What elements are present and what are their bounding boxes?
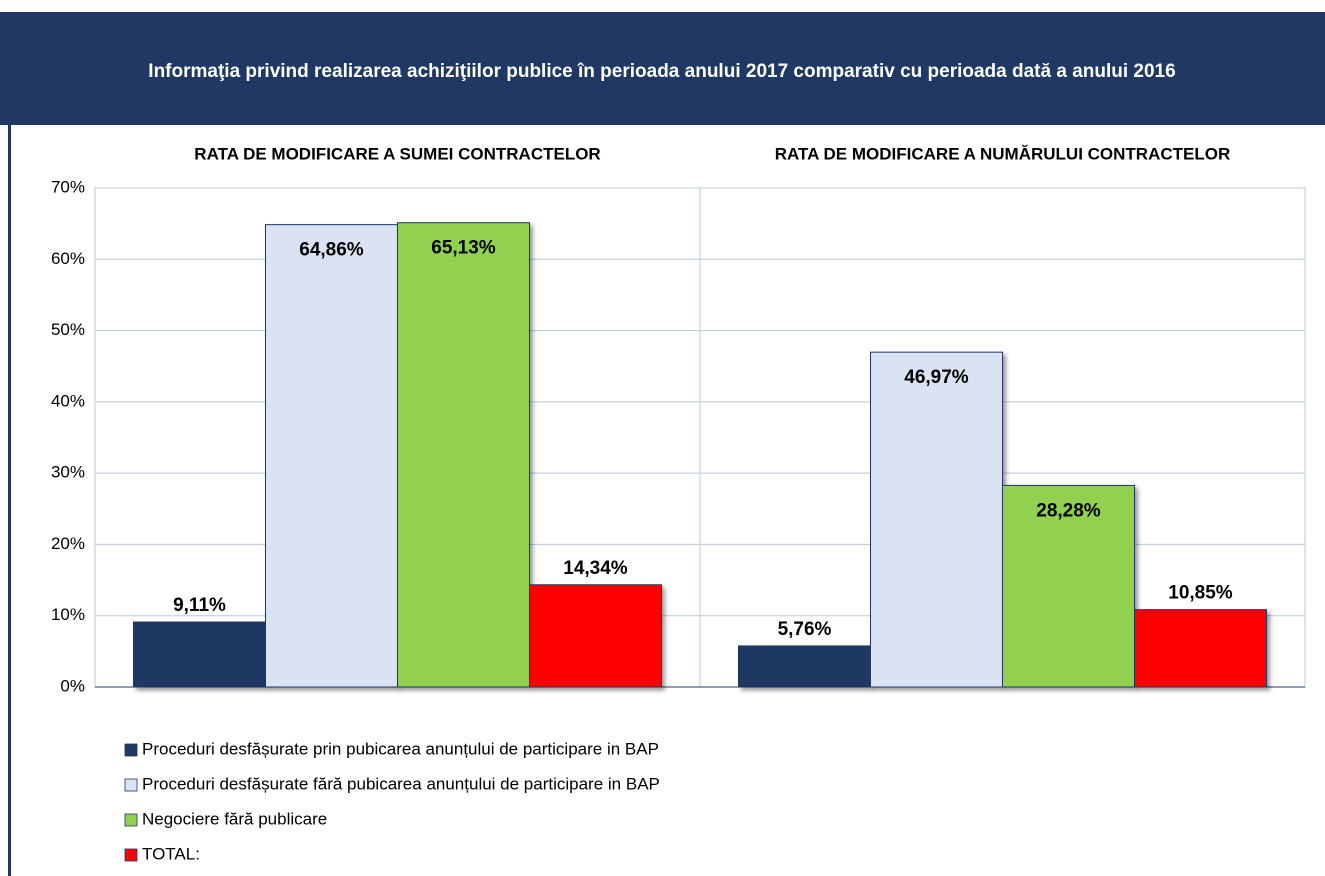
data-label: 14,34% — [563, 558, 628, 579]
y-tick-label: 30% — [51, 463, 85, 482]
banner — [0, 12, 1325, 125]
legend-swatch — [124, 813, 138, 827]
legend-swatch — [124, 778, 138, 792]
y-tick-label: 0% — [60, 676, 85, 695]
legend-swatch — [124, 848, 138, 862]
y-tick-label: 60% — [51, 249, 85, 268]
data-label: 64,86% — [299, 240, 364, 261]
chart-title: Informaţia privind realizarea achiziţiil… — [148, 61, 1175, 82]
category-label: RATA DE MODIFICARE A NUMĂRULUI CONTRACTE… — [775, 144, 1231, 163]
data-label: 9,11% — [173, 595, 226, 616]
y-tick-label: 40% — [51, 391, 85, 410]
legend-label: TOTAL: — [142, 844, 200, 863]
legend-swatch — [124, 743, 138, 757]
data-label: 46,97% — [904, 367, 969, 388]
data-label: 10,85% — [1168, 583, 1233, 604]
bar — [1002, 484, 1135, 688]
bar — [397, 222, 530, 688]
y-tick-label: 70% — [51, 177, 85, 196]
legend-label: Proceduri desfășurate fără pubicarea anu… — [142, 774, 660, 793]
bar — [133, 621, 266, 688]
legend-label: Negociere fără publicare — [142, 809, 327, 828]
y-tick-label: 20% — [51, 534, 85, 553]
left-border — [8, 125, 11, 876]
legend-label: Proceduri desfășurate prin pubicarea anu… — [142, 739, 659, 758]
bar — [529, 584, 662, 688]
y-tick-label: 50% — [51, 320, 85, 339]
bar — [738, 645, 871, 688]
data-label: 65,13% — [431, 238, 496, 259]
bar — [1134, 609, 1267, 688]
data-label: 5,76% — [778, 619, 832, 640]
y-tick-label: 10% — [51, 605, 85, 624]
bar — [265, 224, 398, 688]
category-label: RATA DE MODIFICARE A SUMEI CONTRACTELOR — [194, 144, 600, 163]
bar — [870, 351, 1003, 688]
data-label: 28,28% — [1036, 500, 1101, 521]
